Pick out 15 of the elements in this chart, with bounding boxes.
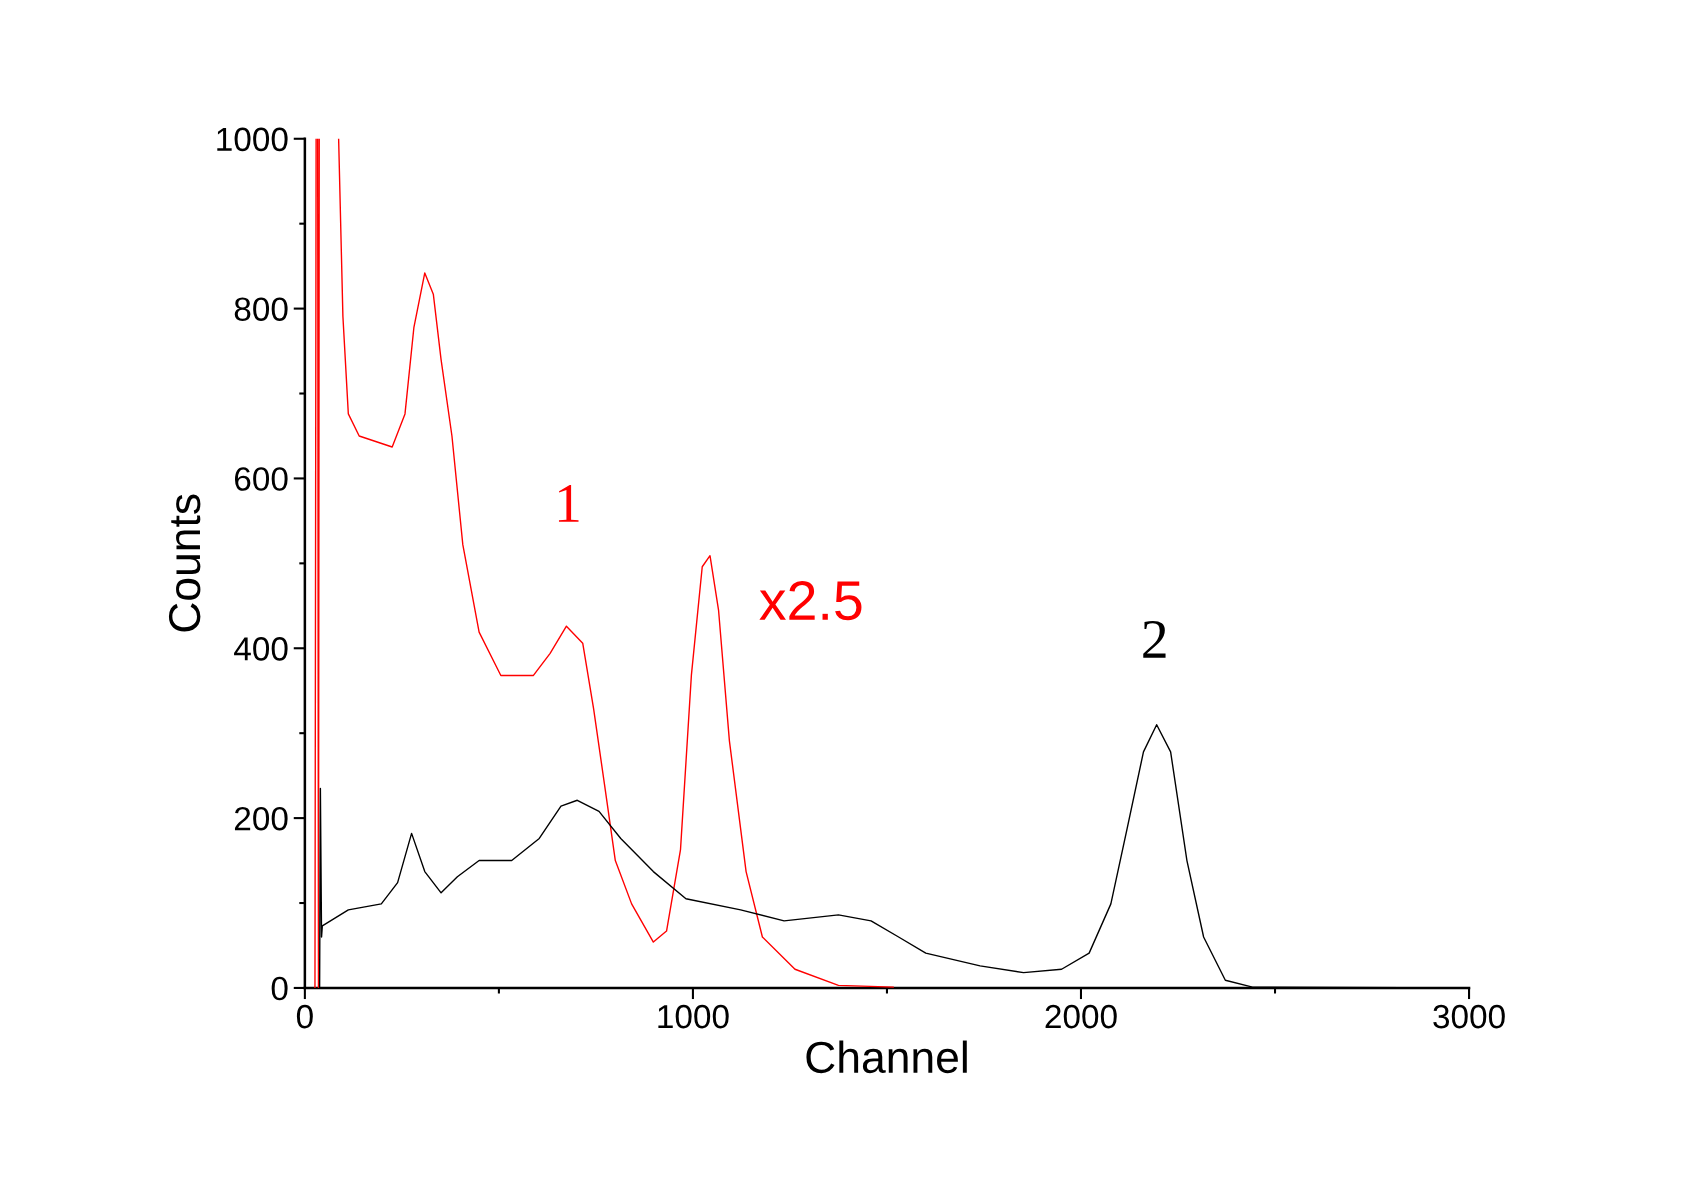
y-tick-label: 0 bbox=[271, 976, 288, 1001]
y-axis-title: Counts bbox=[168, 494, 201, 632]
x-tick-label: 2000 bbox=[1045, 1004, 1117, 1029]
annotation: x2.5 bbox=[759, 580, 862, 621]
x-tick-label: 0 bbox=[296, 1004, 313, 1029]
x-axis-title: Channel bbox=[806, 1040, 967, 1074]
x-tick-label: 3000 bbox=[1433, 1004, 1505, 1029]
x-tick-label: 1000 bbox=[658, 1004, 729, 1029]
y-tick-label: 600 bbox=[234, 467, 288, 491]
y-tick-label: 400 bbox=[234, 637, 288, 661]
series-label: 2 bbox=[1143, 620, 1166, 658]
y-tick-label: 200 bbox=[234, 806, 288, 831]
y-tick-label: 1000 bbox=[217, 127, 288, 152]
y-tick-label: 800 bbox=[234, 297, 288, 321]
series-label: 1 bbox=[558, 485, 579, 522]
